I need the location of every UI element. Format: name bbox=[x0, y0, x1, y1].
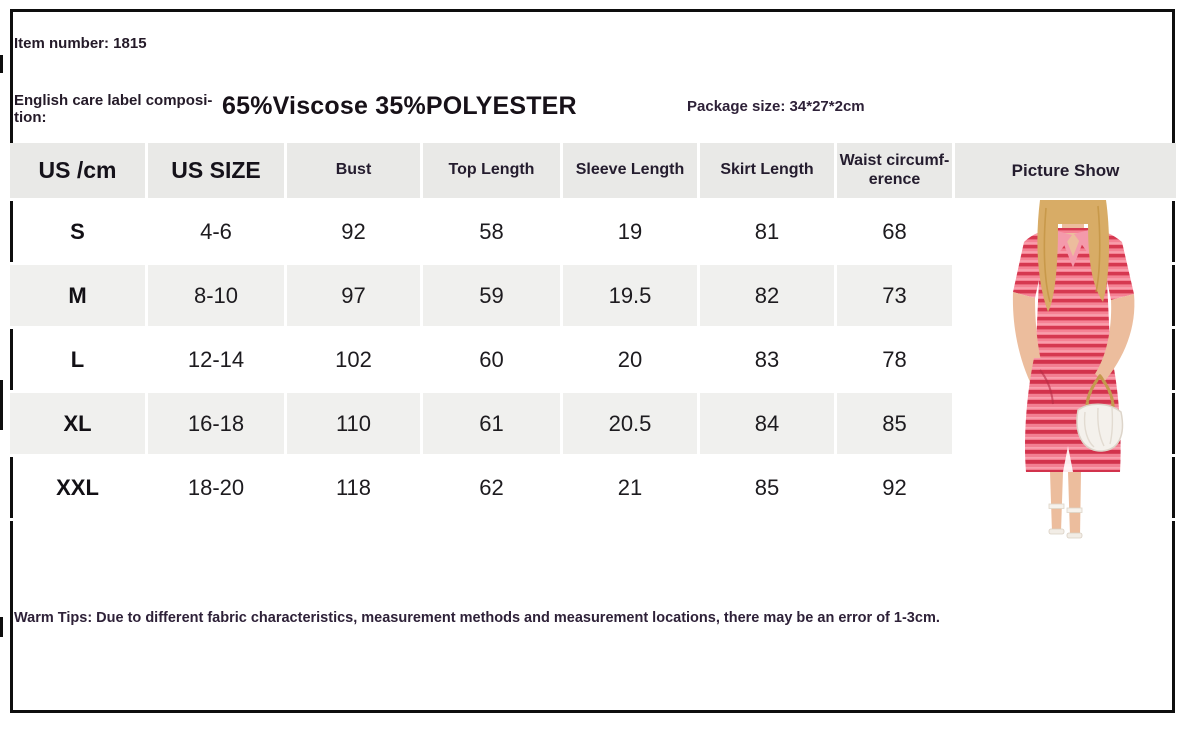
table-row: L 12-14 102 60 20 83 78 bbox=[10, 329, 1176, 393]
value-cell: 60 bbox=[423, 329, 563, 393]
page-border-frame bbox=[10, 9, 1175, 713]
value-cell: 92 bbox=[287, 201, 423, 265]
value-cell: 82 bbox=[700, 265, 837, 329]
size-cell: XXL bbox=[10, 457, 148, 521]
value-cell: 81 bbox=[700, 201, 837, 265]
value-cell: 16-18 bbox=[148, 393, 287, 457]
column-header: US /cm bbox=[10, 143, 148, 201]
value-cell: 84 bbox=[700, 393, 837, 457]
column-header: US SIZE bbox=[148, 143, 287, 201]
scan-edge-artifact bbox=[0, 55, 3, 73]
package-size: Package size: 34*27*2cm bbox=[687, 98, 865, 115]
right-arm bbox=[1095, 294, 1135, 382]
value-cell: 59 bbox=[423, 265, 563, 329]
table-row: XL 16-18 110 61 20.5 84 85 bbox=[10, 393, 1176, 457]
value-cell: 18-20 bbox=[148, 457, 287, 521]
value-cell: 20 bbox=[563, 329, 700, 393]
item-number: Item number: 1815 bbox=[14, 35, 147, 52]
scan-edge-artifact bbox=[0, 380, 3, 430]
value-cell: 83 bbox=[700, 329, 837, 393]
value-cell: 68 bbox=[837, 201, 955, 265]
picture-column-cell bbox=[955, 457, 1176, 521]
value-cell: 102 bbox=[287, 329, 423, 393]
size-cell: M bbox=[10, 265, 148, 329]
value-cell: 73 bbox=[837, 265, 955, 329]
value-cell: 21 bbox=[563, 457, 700, 521]
table-header-row: US /cm US SIZE Bust Top Length Sleeve Length… bbox=[10, 143, 1176, 201]
warm-tips: Warm Tips: Due to different fabric chara… bbox=[14, 610, 940, 626]
value-cell: 97 bbox=[287, 265, 423, 329]
value-cell: 85 bbox=[700, 457, 837, 521]
value-cell: 20.5 bbox=[563, 393, 700, 457]
value-cell: 110 bbox=[287, 393, 423, 457]
value-cell: 8-10 bbox=[148, 265, 287, 329]
size-cell: S bbox=[10, 201, 148, 265]
column-header: Skirt Length bbox=[700, 143, 837, 201]
value-cell: 12-14 bbox=[148, 329, 287, 393]
handbag bbox=[1076, 374, 1124, 452]
value-cell: 78 bbox=[837, 329, 955, 393]
size-cell: L bbox=[10, 329, 148, 393]
product-photo bbox=[1012, 200, 1135, 539]
value-cell: 92 bbox=[837, 457, 955, 521]
column-header: Top Length bbox=[423, 143, 563, 201]
value-cell: 62 bbox=[423, 457, 563, 521]
sandals bbox=[1048, 472, 1083, 539]
value-cell: 4-6 bbox=[148, 201, 287, 265]
column-header: Sleeve Length bbox=[563, 143, 700, 201]
column-header: Picture Show bbox=[955, 143, 1176, 201]
value-cell: 85 bbox=[837, 393, 955, 457]
column-header: Bust bbox=[287, 143, 423, 201]
size-table: US /cm US SIZE Bust Top Length Sleeve Length… bbox=[10, 143, 1176, 521]
value-cell: 118 bbox=[287, 457, 423, 521]
hair bbox=[1037, 200, 1110, 312]
size-cell: XL bbox=[10, 393, 148, 457]
value-cell: 19 bbox=[563, 201, 700, 265]
scan-edge-artifact bbox=[0, 617, 3, 637]
table-row: XXL 18-20 118 62 21 85 92 bbox=[10, 457, 1176, 521]
care-label-title: English care label composi- tion: bbox=[14, 92, 213, 127]
value-cell: 19.5 bbox=[563, 265, 700, 329]
column-header: Waist circumf- erence bbox=[837, 143, 955, 201]
fabric-composition: 65%Viscose 35%POLYESTER bbox=[222, 92, 577, 120]
value-cell: 61 bbox=[423, 393, 563, 457]
value-cell: 58 bbox=[423, 201, 563, 265]
